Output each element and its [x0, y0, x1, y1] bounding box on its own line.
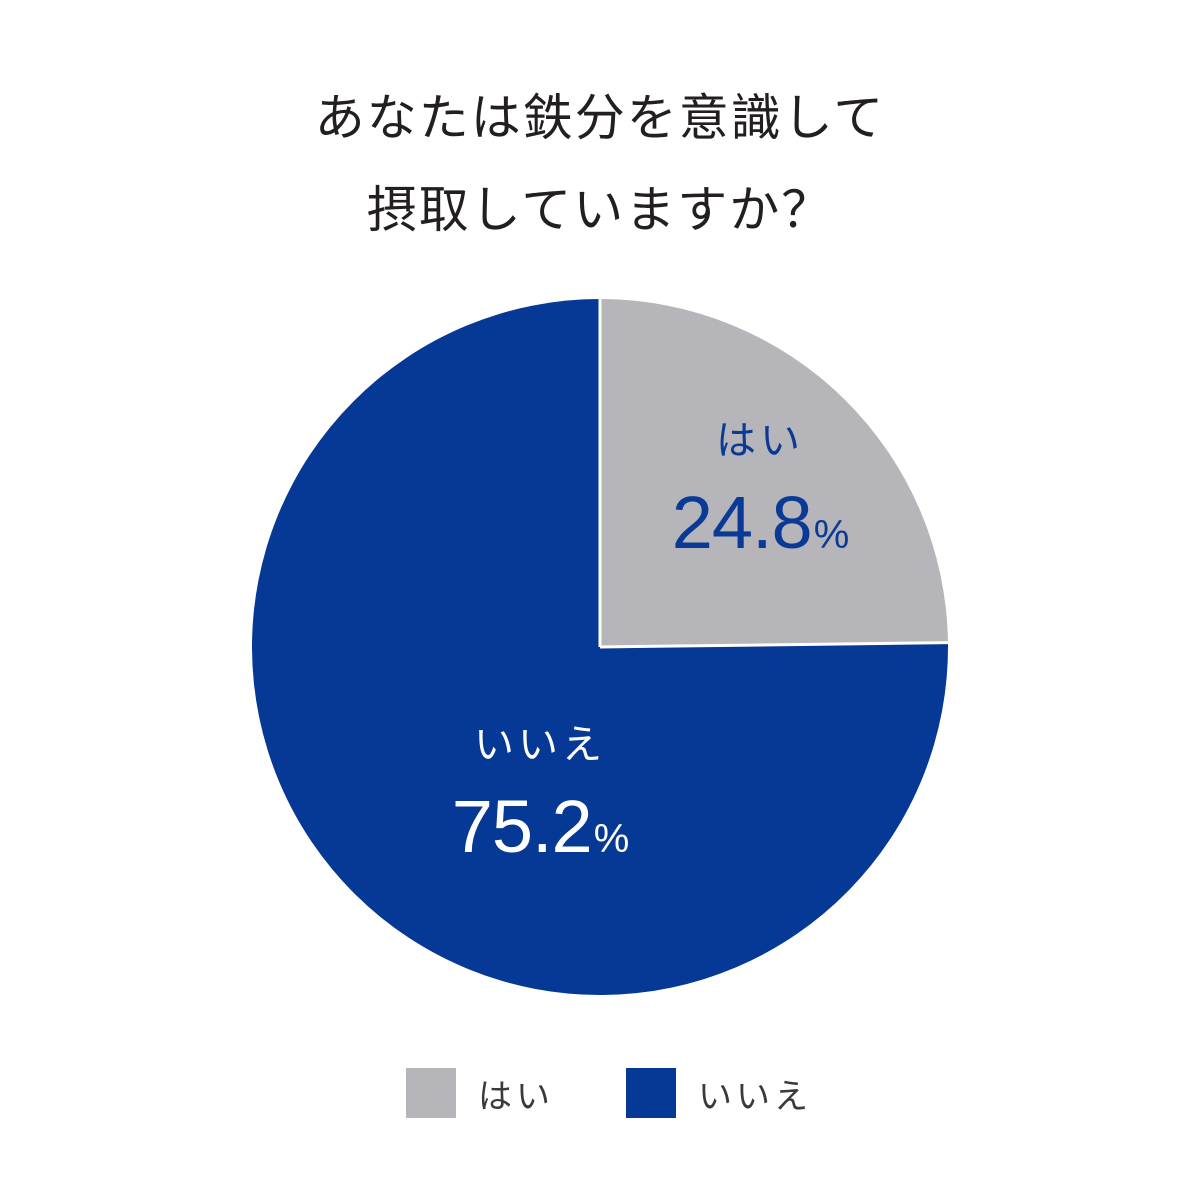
- slice-unit-yes: %: [813, 513, 850, 557]
- legend-label-no: いいえ: [698, 1076, 812, 1117]
- chart-title-line-2: 摂取していますか？: [366, 181, 834, 239]
- slice-name-no: いいえ: [474, 722, 606, 768]
- slice-unit-no: %: [593, 817, 630, 861]
- legend-swatch-no: [626, 1068, 676, 1118]
- chart-title: あなたは鉄分を意識して 摂取していますか？: [0, 72, 1200, 256]
- slice-label-yes: はい 24.8%: [650, 408, 870, 565]
- legend-item-no: いいえ: [626, 1068, 812, 1118]
- legend-item-yes: はい: [406, 1068, 554, 1118]
- slice-label-no: いいえ 75.2%: [425, 712, 655, 869]
- slice-separator: [599, 641, 948, 649]
- slice-name-yes: はい: [716, 418, 804, 464]
- slice-value-number-no: 75.2: [451, 785, 593, 868]
- legend-label-yes: はい: [478, 1076, 554, 1117]
- chart-title-line-1: あなたは鉄分を意識して: [314, 89, 886, 147]
- chart-legend: はい いいえ: [406, 1068, 884, 1118]
- pie-slice-yes: [600, 299, 948, 647]
- legend-swatch-yes: [406, 1068, 456, 1118]
- slice-value-yes: 24.8%: [650, 480, 870, 565]
- slice-value-no: 75.2%: [425, 784, 655, 869]
- slice-value-number-yes: 24.8: [671, 481, 813, 564]
